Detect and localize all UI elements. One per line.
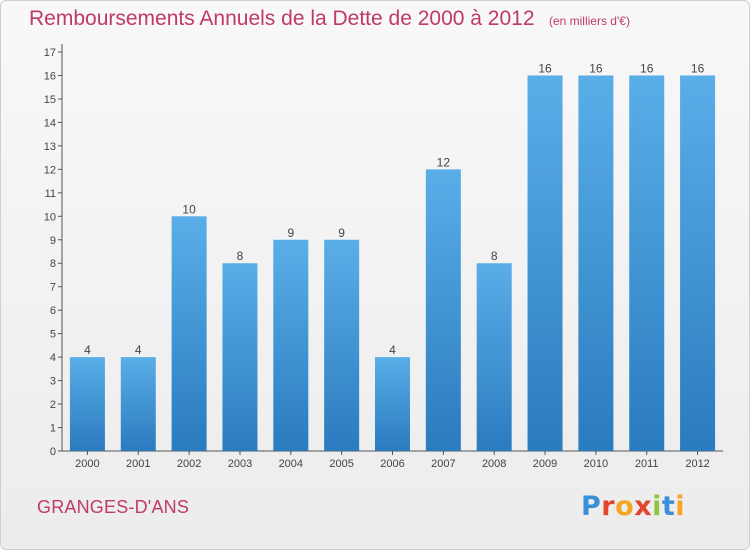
bar [273, 239, 309, 451]
bar [324, 239, 360, 451]
bar [680, 75, 716, 452]
x-tick-label: 2012 [685, 458, 709, 470]
bar [425, 169, 461, 451]
y-tick-label: 12 [44, 164, 56, 176]
data-label: 4 [135, 343, 142, 357]
y-tick-label: 9 [50, 235, 56, 247]
data-label: 10 [182, 202, 196, 216]
brand-letter: P [581, 491, 602, 522]
y-tick-label: 6 [50, 305, 56, 317]
bar [171, 216, 207, 451]
x-tick-label: 2011 [635, 458, 659, 470]
data-label: 9 [287, 226, 294, 240]
data-label: 4 [389, 343, 396, 357]
bar [527, 75, 563, 452]
data-label: 8 [237, 249, 244, 263]
y-tick-label: 15 [44, 94, 56, 106]
brand-letter: i [652, 491, 662, 522]
data-label: 9 [338, 226, 345, 240]
bar [222, 263, 258, 451]
data-label: 12 [437, 155, 451, 169]
chart-unit: (en milliers d'€) [548, 14, 630, 28]
x-tick-label: 2010 [584, 458, 608, 470]
bar [578, 75, 614, 452]
bar [476, 263, 512, 451]
x-tick-label: 2001 [126, 458, 150, 470]
y-tick-label: 16 [44, 70, 56, 82]
data-label: 4 [84, 343, 91, 357]
data-label: 16 [640, 61, 654, 75]
y-tick-label: 2 [50, 399, 56, 411]
y-tick-label: 8 [50, 258, 56, 270]
y-tick-label: 17 [44, 47, 56, 59]
brand-letter: r [601, 491, 616, 522]
y-tick-label: 14 [44, 117, 56, 129]
data-label: 16 [691, 61, 705, 75]
brand-logo: Proxiti [581, 491, 685, 522]
x-tick-label: 2003 [228, 458, 252, 470]
data-label: 16 [538, 61, 552, 75]
brand-letter: t [661, 491, 676, 522]
x-tick-label: 2004 [279, 458, 303, 470]
y-tick-label: 13 [44, 141, 56, 153]
data-label: 8 [491, 249, 498, 263]
bar [120, 357, 156, 451]
y-tick-label: 7 [50, 282, 56, 294]
x-tick-label: 2008 [482, 458, 506, 470]
y-tick-label: 1 [50, 423, 56, 435]
x-tick-label: 2009 [533, 458, 557, 470]
x-tick-label: 2006 [380, 458, 404, 470]
bar [69, 357, 105, 451]
y-tick-label: 4 [50, 352, 56, 364]
y-tick-label: 0 [50, 446, 56, 458]
bar-series: 4 4 10 8 9 9 4 12 8 16 16 16 16 [69, 61, 716, 452]
chart-title: Remboursements Annuels de la Dette de 20… [29, 7, 535, 30]
x-tick-label: 2000 [75, 458, 99, 470]
brand-letter: i [675, 491, 686, 522]
y-tick-label: 10 [44, 211, 56, 223]
x-tick-label: 2002 [177, 458, 201, 470]
brand-letter: x [634, 491, 653, 522]
data-label: 16 [589, 61, 603, 75]
title-row: Remboursements Annuels de la Dette de 20… [29, 7, 630, 31]
bar [375, 357, 410, 451]
place-name: GRANGES-D'ANS [37, 497, 190, 517]
y-tick-label: 5 [50, 329, 56, 341]
y-tick-label: 11 [45, 188, 56, 200]
bar [629, 75, 665, 452]
x-tick-label: 2007 [431, 458, 455, 470]
x-tick-label: 2005 [329, 458, 353, 470]
y-tick-label: 3 [50, 376, 56, 388]
brand-letter: o [615, 491, 635, 522]
